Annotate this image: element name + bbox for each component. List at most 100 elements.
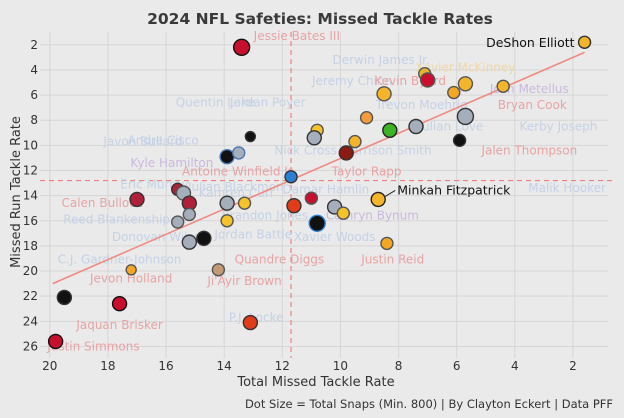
highlighted-points: DeShon Elliott Minkah Fitzpatrick [370, 35, 592, 208]
player-label: Justin Simmons [46, 339, 139, 353]
data-point [380, 236, 394, 251]
y-tick-label: 14 [23, 189, 38, 203]
x-axis-ticks: 20 18 16 14 12 10 8 6 4 2 [42, 359, 577, 373]
data-point [232, 146, 246, 160]
data-point [219, 148, 235, 165]
player-label: Brandon Jones [222, 209, 309, 223]
x-tick-label: 8 [395, 359, 403, 373]
data-point [47, 333, 64, 350]
data-point [419, 72, 436, 88]
player-label: Quandre Diggs [235, 253, 325, 267]
data-point [286, 197, 302, 214]
x-tick-label: 18 [100, 359, 115, 373]
data-point [457, 76, 474, 92]
player-label: Kevin Byard [374, 74, 446, 88]
player-label: Jordan Battle [213, 228, 292, 242]
data-point [348, 134, 362, 149]
player-label: C.J. Gardner-Johnson [58, 253, 182, 267]
player-label: Calen Bullock [61, 196, 142, 210]
data-point [182, 207, 197, 222]
data-point [196, 230, 212, 247]
player-label: Harrison Smith [342, 143, 431, 157]
player-label: Jordan Poyer [229, 96, 306, 110]
data-point [111, 296, 128, 312]
data-point [308, 214, 326, 232]
x-tick-label: 16 [158, 359, 173, 373]
x-tick-label: 2 [569, 359, 577, 373]
player-label: Trevon Moehrig [375, 98, 468, 112]
data-point [56, 289, 73, 306]
y-tick-label: 16 [23, 214, 38, 228]
data-point [170, 215, 185, 229]
trend-line [52, 51, 585, 285]
data-point [237, 196, 252, 210]
y-tick-label: 8 [30, 113, 38, 127]
highlight-point [370, 191, 386, 208]
highlight-point [577, 35, 592, 49]
player-label: Derwin James Jr. [332, 53, 429, 67]
player-label: Nick Cross [274, 143, 337, 157]
y-tick-label: 24 [23, 314, 38, 328]
y-tick-label: 10 [23, 138, 38, 152]
player-label: Reed Blankenship [63, 213, 170, 227]
data-point [129, 191, 145, 208]
player-label: Jaquan Brisker [75, 318, 163, 332]
highlight-label: DeShon Elliott [486, 35, 575, 50]
player-label: Julian Blackmon [187, 180, 284, 194]
x-tick-label: 4 [511, 359, 519, 373]
data-point [304, 191, 319, 205]
data-point [284, 170, 298, 184]
data-point [211, 263, 226, 277]
player-label: Andre Cisco [128, 133, 199, 147]
chart-caption: Dot Size = Total Snaps (Min. 800) | By C… [245, 397, 613, 411]
player-label: Xavier McKinney [415, 60, 515, 74]
player-label: Taylor Rapp [331, 165, 402, 179]
highlight-leader-line [384, 189, 396, 197]
player-label: Xavier Woods [294, 230, 376, 244]
player-label: Damar Hamlin [283, 182, 370, 196]
data-point [452, 133, 467, 148]
player-label: Ji'Ayir Brown [206, 274, 281, 288]
y-tick-label: 12 [23, 163, 38, 177]
x-tick-label: 12 [275, 359, 290, 373]
player-label: Antoine Winfield Jr. [182, 165, 295, 179]
x-axis-label: Total Missed Tackle Rate [236, 375, 394, 390]
player-label: Julian Love [417, 119, 483, 133]
x-tick-label: 14 [217, 359, 232, 373]
data-point [359, 110, 374, 125]
data-point [219, 195, 235, 211]
player-label: Javon Bullard [102, 135, 182, 149]
reference-lines [40, 32, 612, 358]
x-tick-label: 10 [333, 359, 348, 373]
data-point [232, 38, 251, 57]
x-tick-label: 6 [453, 359, 461, 373]
player-label: Bryan Cook [498, 98, 567, 112]
player-label: Jessie Bates III [253, 29, 340, 43]
highlight-label: Minkah Fitzpatrick [397, 182, 511, 197]
y-tick-label: 26 [23, 339, 38, 353]
data-point [181, 234, 198, 250]
player-label: Kerby Joseph [519, 119, 597, 133]
player-label: Jalen Thompson [480, 143, 577, 157]
player-label: Jevon Holland [89, 272, 172, 286]
player-label: Malik Hooker [528, 181, 606, 195]
player-label: Jeremy Chinn [311, 74, 392, 88]
player-label: Quentin Lake [176, 96, 255, 110]
y-tick-label: 18 [23, 239, 38, 253]
y-tick-label: 22 [23, 289, 38, 303]
y-tick-label: 2 [30, 38, 38, 52]
data-point [125, 264, 137, 276]
data-point [408, 118, 424, 135]
data-points [47, 38, 510, 350]
player-label: Kyle Hamilton [130, 156, 213, 170]
data-point [336, 206, 351, 220]
data-point [244, 130, 257, 143]
trendline [52, 51, 585, 285]
data-point [447, 85, 461, 100]
faded-labels: Jessie Bates III Derwin James Jr.Xavier M… [46, 29, 606, 353]
y-tick-label: 6 [30, 88, 38, 102]
data-point [376, 86, 392, 102]
